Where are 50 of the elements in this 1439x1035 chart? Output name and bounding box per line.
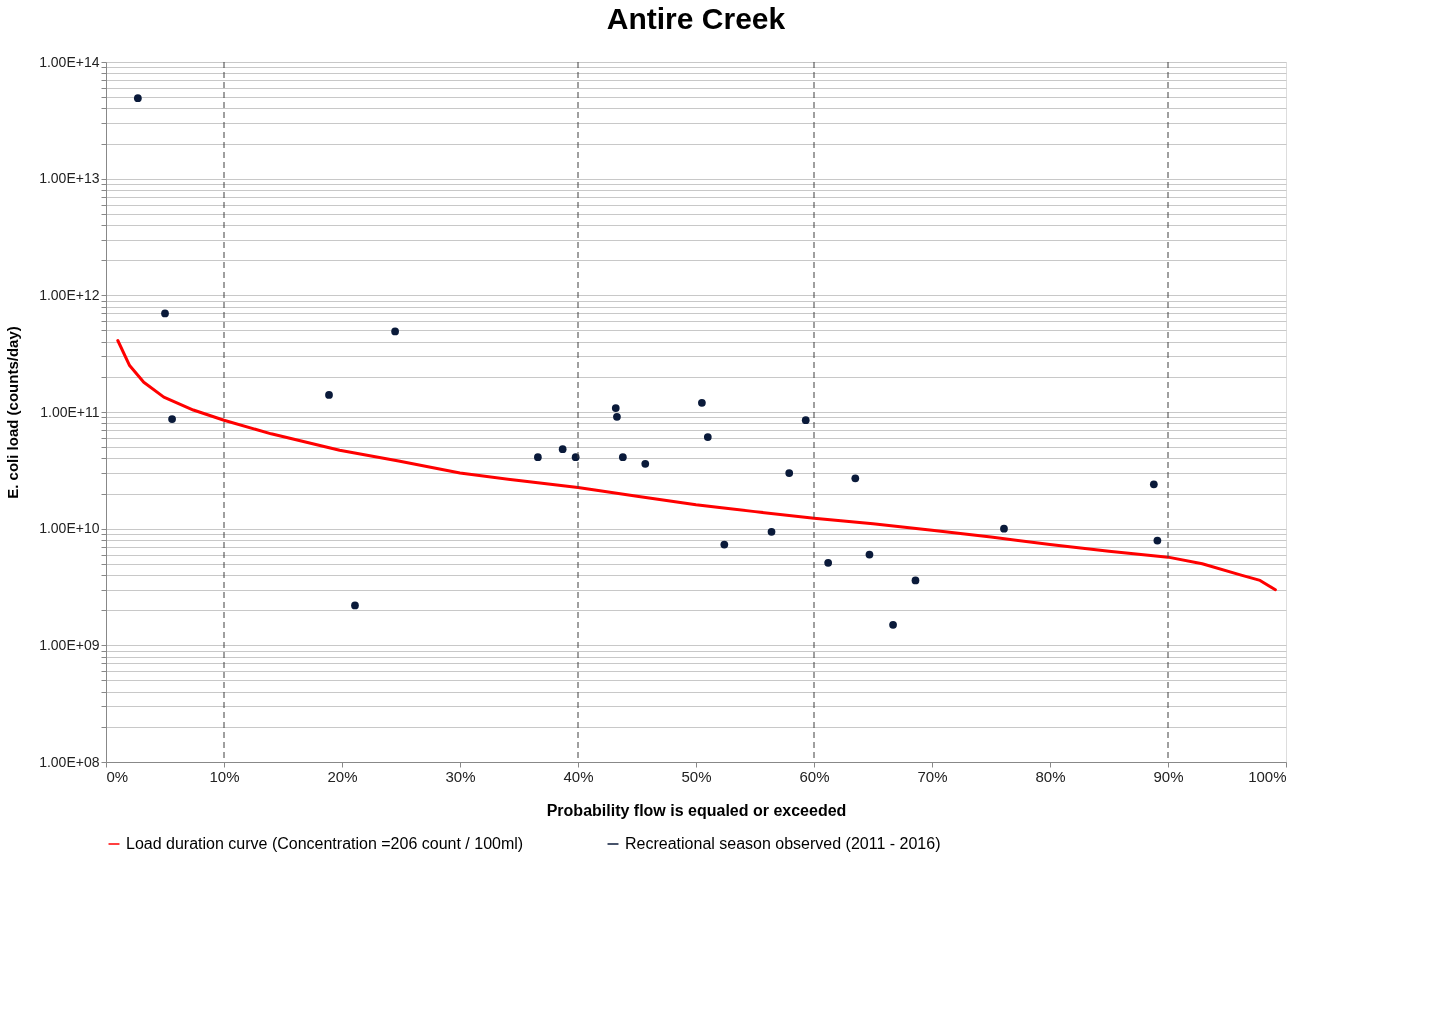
y-tick-label: 1.00E+10 xyxy=(39,520,100,537)
point xyxy=(161,309,169,318)
x-tick-label: 90% xyxy=(1153,767,1184,785)
point xyxy=(785,469,794,477)
x-tick-label: 80% xyxy=(1035,767,1066,785)
point xyxy=(641,459,650,468)
legend-label: Load duration curve (Concentration =206 count / 100ml) xyxy=(126,835,524,852)
point xyxy=(613,412,621,421)
y-tick-label: 1.00E+13 xyxy=(39,170,100,187)
point xyxy=(351,601,359,610)
point xyxy=(851,474,860,483)
point xyxy=(325,391,333,399)
point xyxy=(133,94,142,103)
x-tick-label: 70% xyxy=(917,767,948,785)
chart-title: Antire Creek xyxy=(606,2,786,35)
point xyxy=(911,576,920,585)
point xyxy=(865,550,874,559)
y-tick-label: 1.00E+11 xyxy=(40,403,100,420)
x-tick-label: 0% xyxy=(106,767,129,785)
line-series xyxy=(116,339,1277,592)
point xyxy=(1153,536,1162,545)
point xyxy=(703,433,712,441)
point xyxy=(1000,524,1008,533)
point xyxy=(720,540,729,549)
x-tick-label: 50% xyxy=(681,767,712,785)
point xyxy=(391,327,399,336)
point xyxy=(618,453,627,462)
point xyxy=(824,558,833,567)
y-tick-label: 1.00E+09 xyxy=(39,636,100,653)
y-tick-label: 1.00E+08 xyxy=(39,753,100,770)
x-tick-label: 30% xyxy=(445,767,476,785)
x-tick-label: 40% xyxy=(563,767,594,785)
x-axis-title: Probability flow is equaled or exceeded xyxy=(546,801,847,819)
y-tick-label: 1.00E+12 xyxy=(39,286,100,303)
y-tick-label: 1.00E+14 xyxy=(39,53,100,70)
point xyxy=(698,398,706,407)
x-tick-label: 10% xyxy=(209,767,240,785)
point xyxy=(767,527,776,536)
point xyxy=(889,620,897,629)
x-tick-label: 100% xyxy=(1248,767,1287,785)
x-tick-label: 60% xyxy=(799,767,830,785)
legend-label: Recreational season observed (2011 - 2016) xyxy=(625,835,941,852)
point xyxy=(534,453,542,462)
point xyxy=(801,416,810,425)
point xyxy=(611,404,620,412)
point xyxy=(168,415,176,423)
y-axis-title: E. coli load (counts/day) xyxy=(4,326,22,499)
point xyxy=(558,445,567,454)
x-tick-label: 20% xyxy=(327,767,358,785)
point xyxy=(1149,480,1158,489)
